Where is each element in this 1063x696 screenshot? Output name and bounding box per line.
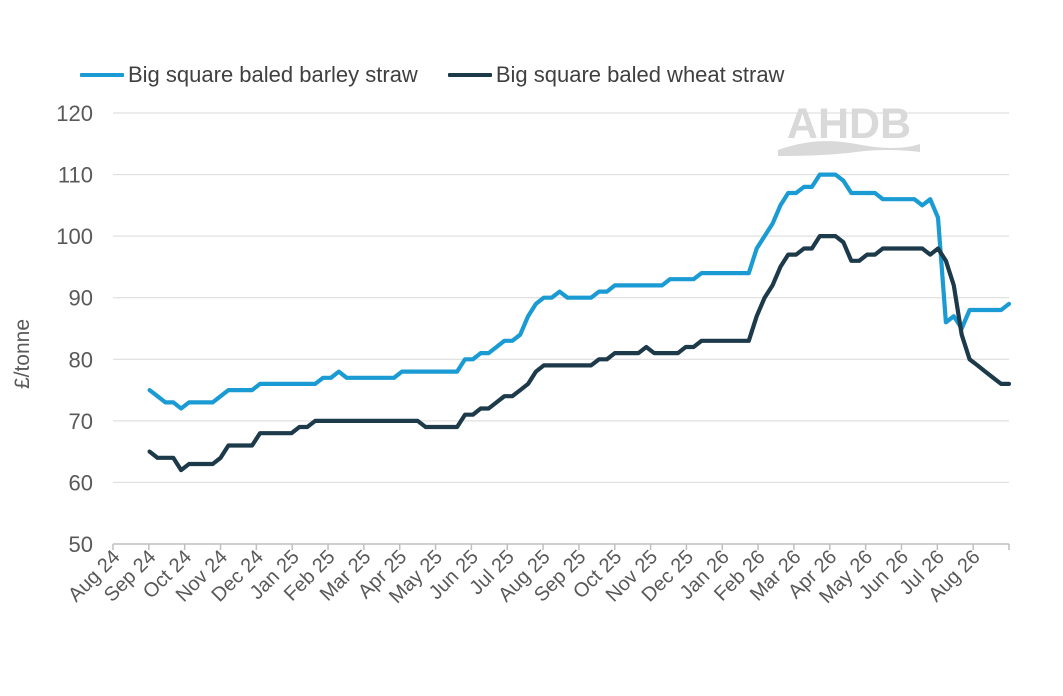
ahdb-logo: AHDB <box>776 100 922 164</box>
y-tick-label: 120 <box>56 101 93 126</box>
ahdb-logo-text: AHDB <box>786 100 912 148</box>
y-tick-label: 100 <box>56 224 93 249</box>
legend-swatch-barley <box>80 73 124 77</box>
gridlines <box>113 112 1009 483</box>
y-axis-title: £/tonne <box>11 318 34 390</box>
legend-item-barley: Big square baled barley straw <box>80 62 418 88</box>
ahdb-logo-swoosh-icon <box>778 141 920 156</box>
legend-swatch-wheat <box>447 73 492 77</box>
y-tick-label: 80 <box>69 347 93 372</box>
y-tick-label: 50 <box>69 532 93 557</box>
x-axis <box>112 543 1010 550</box>
y-tick-label: 110 <box>58 163 93 188</box>
series-lines <box>147 172 1012 473</box>
chart-legend: Big square baled barley straw Big square… <box>80 62 814 88</box>
y-tick-label: 60 <box>69 470 93 495</box>
series-line-barley <box>147 172 1012 411</box>
y-tick-label: 70 <box>69 409 93 434</box>
legend-item-wheat: Big square baled wheat straw <box>447 62 785 88</box>
y-axis-title-box: £/tonne <box>8 319 36 389</box>
y-tick-label: 90 <box>69 286 93 311</box>
y-axis-tick-labels: 50 60 70 80 90 100 110 120 <box>56 101 93 557</box>
legend-label-barley: Big square baled barley straw <box>128 62 418 87</box>
legend-label-wheat: Big square baled wheat straw <box>495 62 785 87</box>
series-line-wheat <box>147 234 1012 473</box>
